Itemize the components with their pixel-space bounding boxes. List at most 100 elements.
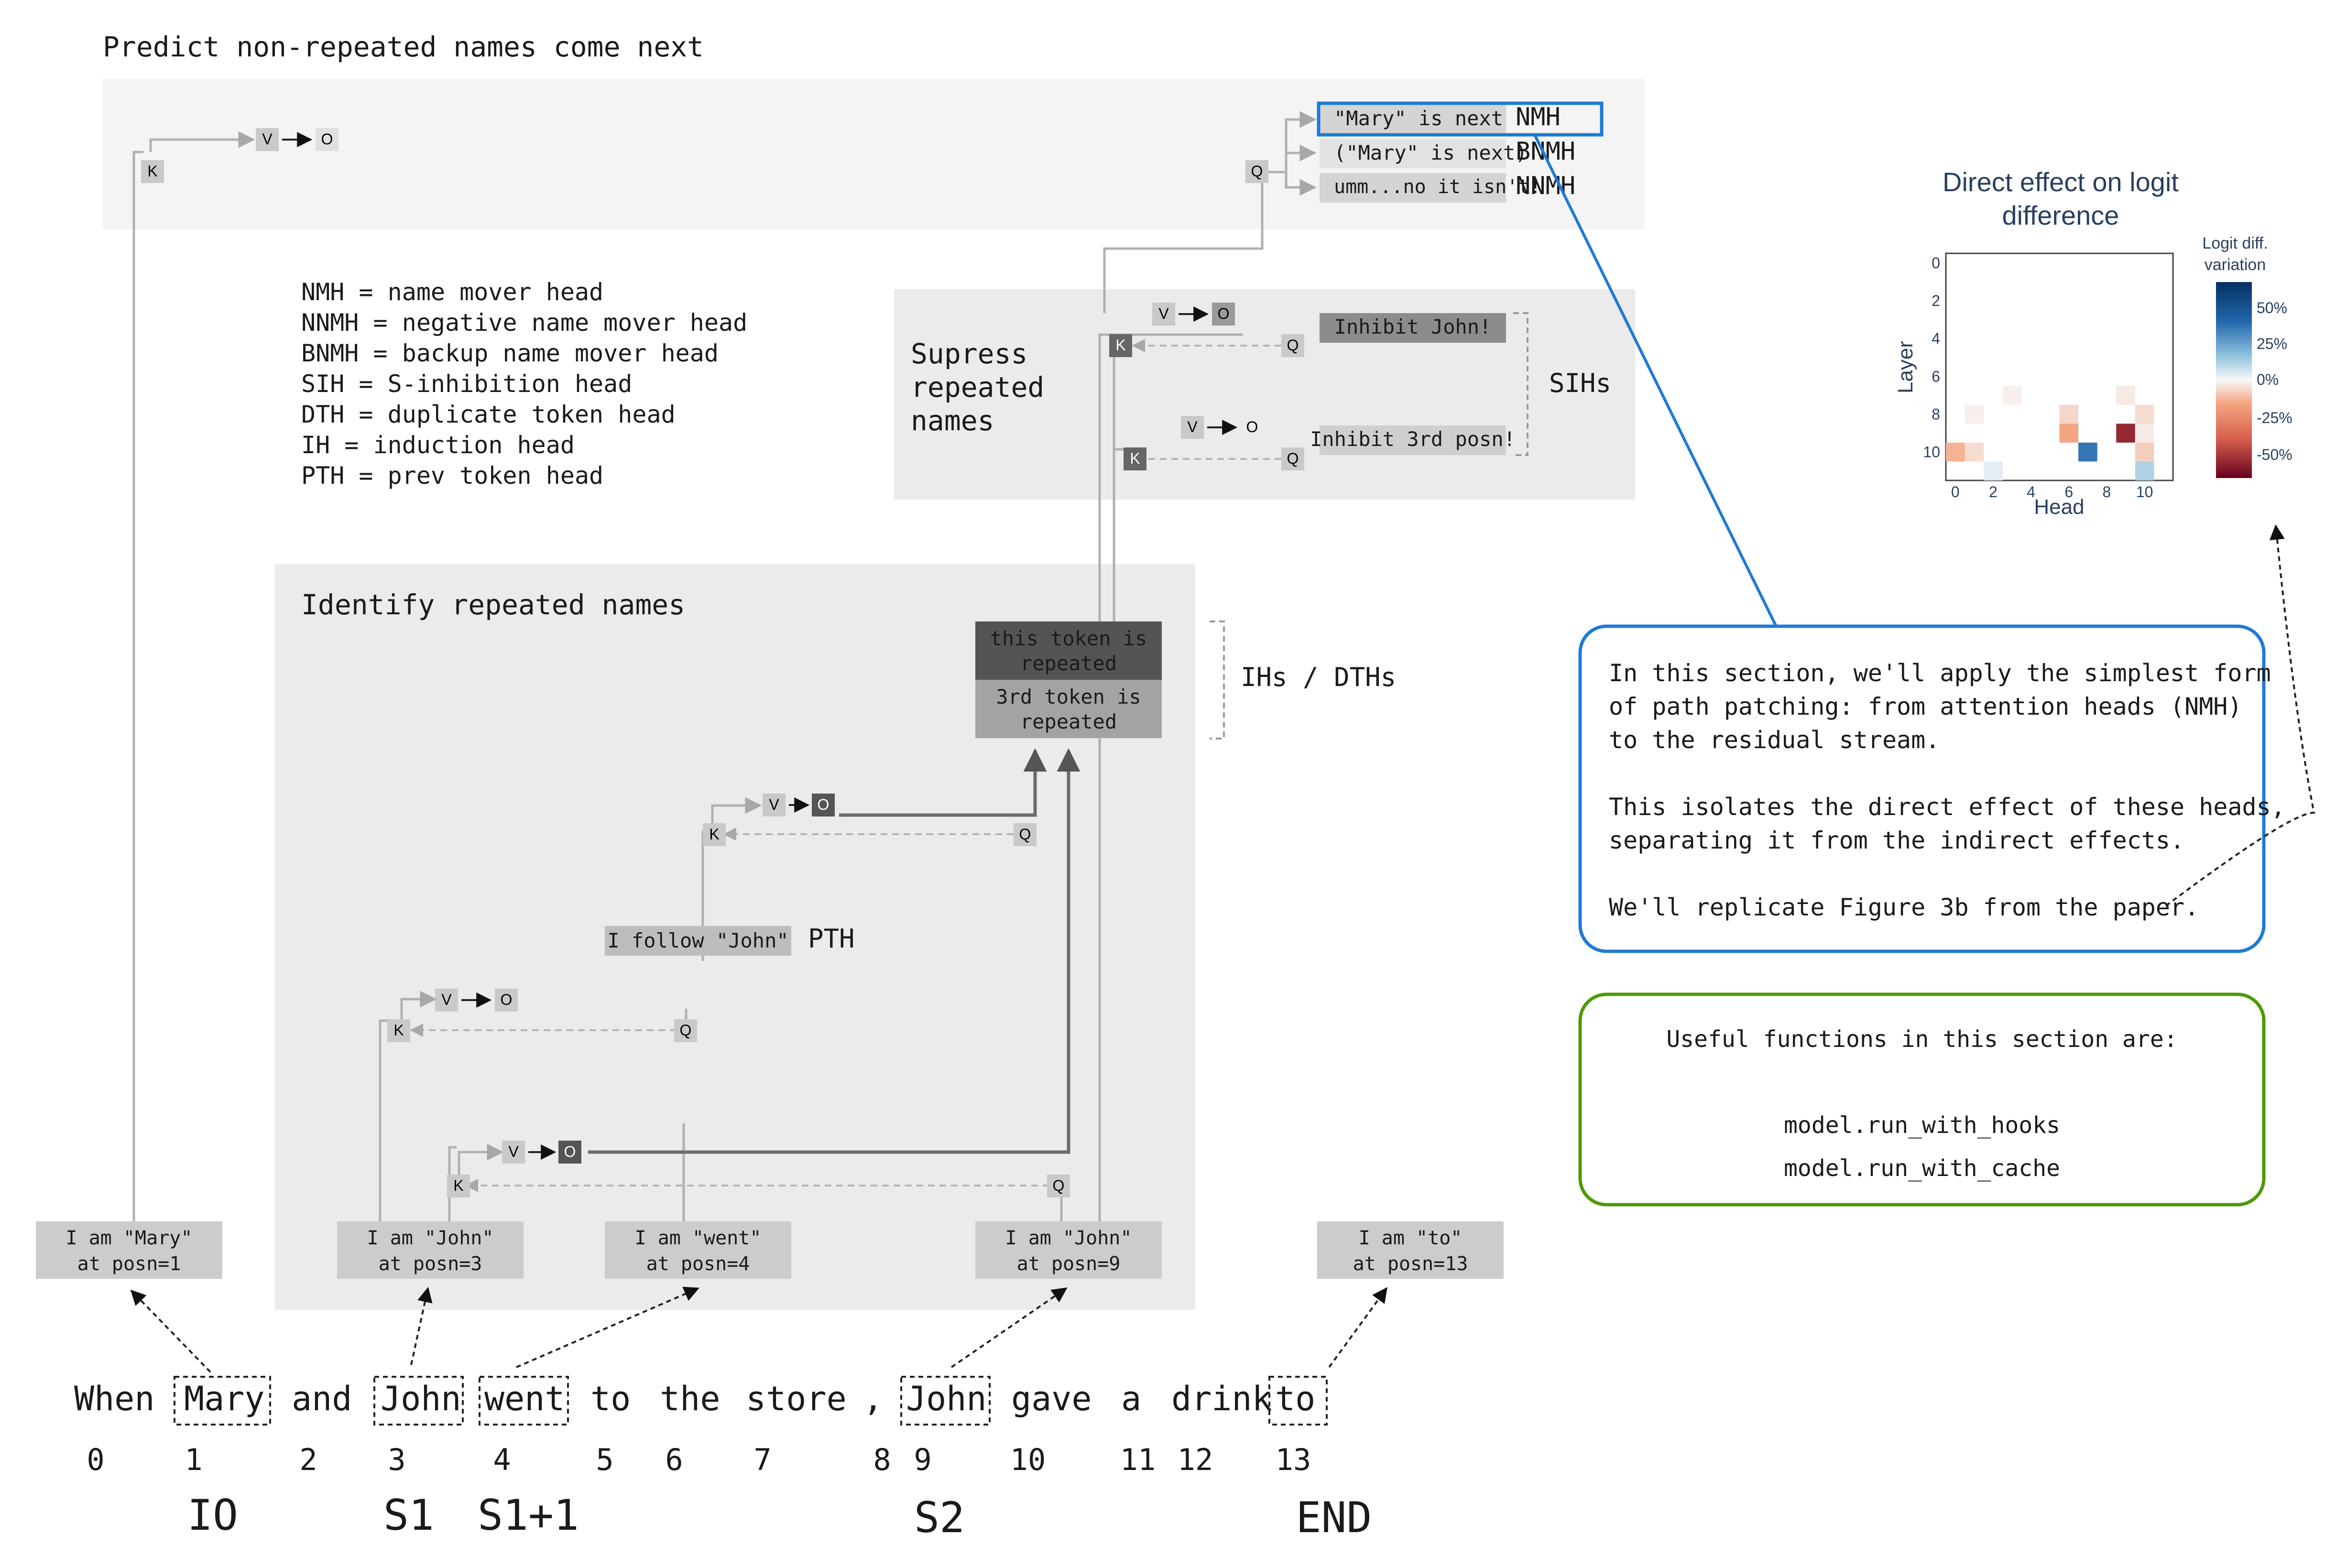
nmh-highlight-frame [1317,101,1604,137]
heatmap-title-1: Direct effect on logit [1943,167,2179,197]
heatmap-title-2: difference [2002,200,2119,230]
output-text-nnmh: umm...no it isn't! [1334,176,1541,198]
output-block: "Mary" is next NMH ("Mary" is next) BNMH… [1317,101,1604,203]
q-box-sih1 [1281,334,1304,357]
v-label-sih2: V [1187,418,1198,436]
q-fan-3 [1285,172,1317,196]
callout-text: In this section, we'll apply the simples… [1609,659,2285,921]
arrow-went [516,1286,699,1368]
glossary-nnmh: NNMH = negative name mover head [301,309,747,337]
word-9-frame [900,1376,991,1426]
attention-lines [410,339,1281,1192]
token-box-mary [36,1221,222,1279]
callout-line-1: In this section, we'll apply the simples… [1609,659,2271,687]
heatmap-cell-l10-h0 [1946,442,1965,462]
token-box-john1-l2: at posn=3 [379,1253,482,1275]
heatmap-x-label: Head [2034,495,2084,519]
sih-bracket [1513,312,1528,456]
word-5: to [590,1379,631,1418]
heatmap-cells [1946,386,2154,480]
sih-label: SIHs [1549,368,1611,398]
pos-3: 3 [388,1442,405,1477]
glossary-sih: SIH = S-inhibition head [301,370,632,398]
y-tick-8: 8 [1932,405,1940,423]
heatmap-cell-l10-h7 [2078,442,2097,462]
heatmap-y-ticks: 0 2 4 6 8 10 [1923,254,1940,461]
glossary-nmh: NMH = name mover head [301,278,603,306]
o-label-sih1: O [1218,305,1230,322]
token-box-mary-l2: at posn=1 [77,1253,181,1275]
role-s1: S1 [383,1491,434,1540]
colorbar-title-2: variation [2205,256,2266,274]
q-label-pth: Q [680,1022,692,1039]
ih-path-up [839,748,1047,817]
pos-11: 11 [1120,1442,1156,1477]
token-box-to-l1: I am "to" [1359,1227,1463,1249]
word-3: John [381,1379,461,1418]
glossary-bnmh: BNMH = backup name mover head [301,339,719,367]
word-11: a [1121,1379,1141,1418]
y-tick-10: 10 [1923,444,1940,461]
k-to-v-low [458,1143,504,1176]
pos-13: 13 [1276,1442,1311,1477]
this-token-text: this token is [990,627,1147,650]
y-tick-6: 6 [1932,368,1940,385]
token-box-to-l2: at posn=13 [1353,1253,1468,1275]
word-4-frame [479,1376,569,1426]
q-label-top: Q [1251,163,1263,180]
o-box-top [316,128,338,151]
inhibit-john-text: Inhibit John! [1334,315,1492,338]
o-label-ih-low: O [564,1143,576,1160]
heatmap-chart: Direct effect on logit difference 0 2 4 … [1894,167,2292,519]
v-label-ih: V [769,796,779,813]
k-box-pth [387,1019,410,1042]
word-8: , [863,1379,883,1418]
inhibit-posn-box [1320,425,1506,455]
third-token-text-2: repeated [1020,710,1117,733]
function-item-2: model.run_with_cache [1784,1155,2060,1182]
x-tick-0: 0 [1951,483,1960,501]
role-s2: S2 [914,1493,965,1542]
pos-8: 8 [873,1442,891,1477]
x-tick-4: 4 [2027,483,2035,501]
q-box-top [1245,160,1268,183]
pos-5: 5 [596,1442,613,1477]
token-box-john2-l1: I am "John" [1005,1227,1132,1249]
function-item-1: model.run_with_hooks [1784,1112,2060,1139]
heatmap-cell-l7-h9 [2116,386,2135,405]
heatmap-cell-l8-h6 [2059,404,2079,424]
arrow-john2 [950,1287,1068,1368]
output-label-nmh: NMH [1516,103,1561,131]
suppress-heading-line3: names [911,404,994,437]
pth-text: I follow "John" [607,929,788,952]
pos-6: 6 [665,1442,683,1477]
pth-label: PTH [808,924,855,954]
token-box-john1-l1: I am "John" [367,1227,494,1249]
word-9: John [906,1379,987,1418]
colorbar-tick-50: 50% [2257,299,2287,316]
ih-path-low [588,748,1081,1154]
o-label-sih2: O [1246,418,1258,436]
word-4: went [484,1379,565,1418]
suppress-heading-line2: repeated [911,371,1044,403]
o-box-sih2 [1241,416,1264,439]
callout-pointer [1533,134,1778,627]
role-s1-plus-1: S1+1 [478,1491,579,1540]
word-7: store [746,1379,847,1418]
v-box-ih-low [502,1141,525,1164]
heatmap-x-ticks: 0 2 4 6 8 10 [1951,483,2153,501]
heatmap-cell-l8-h1 [1965,404,1984,424]
o-label-ih: O [818,796,830,813]
o-label-top: O [321,131,333,148]
glossary: NMH = name mover head NNMH = negative na… [301,278,747,490]
v-box-pth [435,989,458,1012]
identify-heading: Identify repeated names [301,588,685,621]
heatmap-cell-l8-h10 [2135,404,2154,424]
token-arrows [130,1286,1387,1373]
pos-9: 9 [914,1442,931,1477]
word-2: and [292,1379,352,1418]
heatmap-cell-l11-h2 [1984,461,2003,480]
o-box-sih1 [1212,303,1235,326]
token-box-to [1317,1221,1504,1279]
